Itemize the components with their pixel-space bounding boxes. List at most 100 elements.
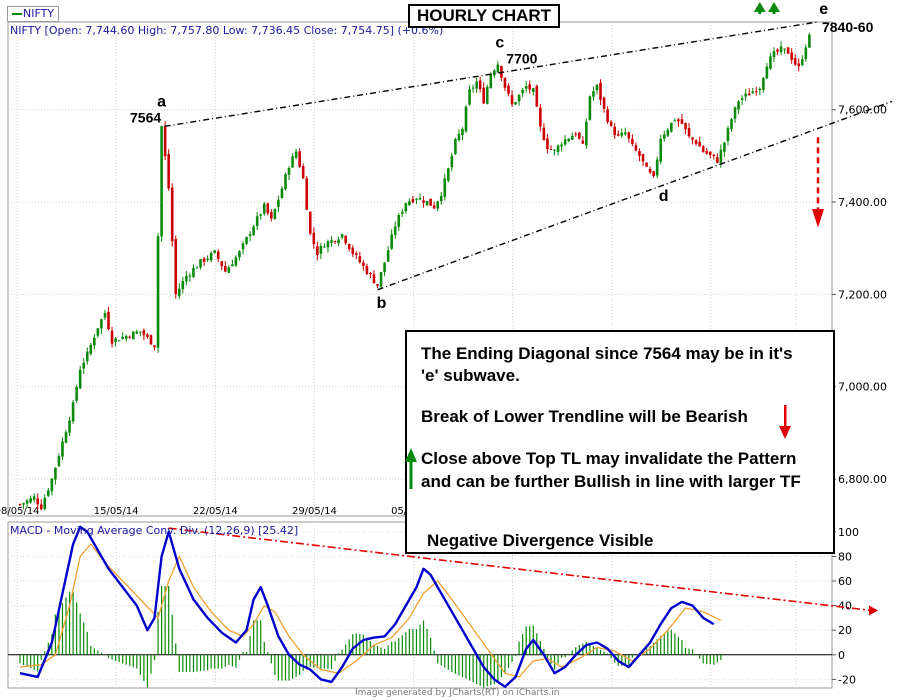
candle-body	[78, 369, 82, 389]
macd-line	[19, 525, 715, 688]
candle-body	[213, 250, 216, 253]
candle	[602, 96, 606, 113]
candle	[128, 335, 132, 340]
upper-trendline	[164, 21, 818, 128]
candle	[43, 494, 47, 511]
candle-body	[259, 214, 263, 216]
candle-body	[146, 334, 149, 337]
candle-body	[54, 467, 57, 480]
candle-body	[323, 246, 326, 248]
candle	[475, 77, 478, 93]
candle-body	[447, 168, 450, 181]
candle-body	[50, 478, 54, 492]
candle-body	[567, 138, 570, 142]
candle	[248, 231, 252, 242]
symbol-badge[interactable]: NIFTY	[7, 6, 60, 22]
candle-body	[103, 313, 107, 318]
candle-body	[386, 250, 390, 262]
candle-body	[698, 141, 701, 147]
target-up-arrow-1-head	[753, 2, 766, 12]
candle	[737, 100, 740, 115]
candle	[192, 264, 195, 278]
candle	[153, 345, 156, 351]
candle-body	[531, 88, 535, 92]
candle-body	[234, 257, 238, 266]
candle-body	[82, 362, 86, 369]
candle-body	[418, 198, 422, 200]
candle	[751, 87, 755, 94]
candle	[54, 467, 57, 485]
candle	[560, 142, 563, 152]
candle-body	[358, 256, 362, 263]
candle	[326, 239, 330, 253]
candle-body	[790, 52, 793, 60]
candle-body	[687, 128, 691, 137]
candle-body	[645, 162, 648, 167]
candle-body	[673, 120, 677, 122]
candle-body	[503, 77, 507, 88]
candle-body	[326, 241, 330, 248]
candle-body	[627, 132, 631, 139]
candle	[266, 202, 270, 216]
candle	[485, 84, 489, 105]
candle-body	[114, 338, 117, 342]
candle-body	[613, 126, 616, 136]
price-tick-label: 7,600.00	[838, 104, 887, 117]
candle-body	[634, 145, 638, 151]
candle-body	[478, 80, 482, 90]
candle-body	[677, 119, 680, 122]
candle	[245, 236, 248, 245]
candle	[32, 493, 36, 503]
candle	[78, 365, 82, 390]
candle-body	[606, 109, 609, 123]
candle-body	[733, 107, 737, 119]
candle	[422, 196, 425, 208]
candle	[124, 334, 128, 342]
candle-body	[291, 156, 294, 168]
candle-body	[107, 311, 110, 330]
candle-body	[808, 34, 811, 48]
candle-body	[312, 232, 316, 245]
candle	[142, 328, 146, 341]
candle-body	[507, 85, 510, 94]
annotation-line-5: and can be further Bullish in line with …	[421, 472, 801, 491]
candle	[64, 429, 68, 444]
candle	[790, 48, 793, 64]
candle-body	[549, 148, 553, 150]
candle	[259, 213, 263, 220]
candle	[489, 72, 493, 89]
candle	[609, 120, 613, 127]
candle-body	[719, 149, 723, 163]
candle-body	[47, 490, 50, 496]
candle-body	[422, 200, 425, 203]
candle	[687, 123, 691, 139]
wave-value-e: 7840-60	[822, 19, 874, 35]
candle-body	[443, 178, 447, 197]
candle-body	[266, 203, 270, 214]
candle	[415, 197, 418, 205]
candle	[694, 139, 698, 146]
candle-body	[450, 155, 454, 168]
candle	[432, 202, 436, 210]
candle	[319, 242, 323, 259]
candle	[160, 125, 163, 242]
candle-body	[454, 139, 457, 155]
candle	[616, 130, 620, 137]
annotation-line-2: 'e' subwave.	[421, 366, 520, 385]
candle	[323, 243, 326, 248]
candle	[308, 211, 312, 236]
candle	[436, 200, 439, 212]
candle	[418, 193, 422, 201]
candle	[553, 149, 556, 156]
candle	[754, 86, 758, 96]
candle-body	[379, 272, 383, 287]
candle-body	[185, 275, 188, 282]
candle-body	[110, 330, 114, 344]
candle-body	[616, 134, 620, 136]
candle	[797, 58, 801, 72]
candle-body	[740, 98, 744, 100]
candle	[344, 235, 347, 246]
candle-body	[220, 261, 224, 267]
macd-tick-label: 60	[838, 575, 852, 588]
candle-body	[397, 215, 401, 227]
